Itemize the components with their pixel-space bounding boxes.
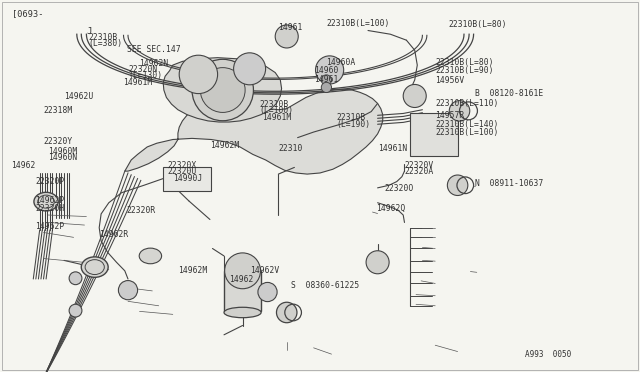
Circle shape (192, 59, 253, 121)
Circle shape (447, 175, 468, 196)
Circle shape (321, 75, 332, 85)
Text: 14960M: 14960M (48, 147, 77, 156)
Text: 14961M: 14961M (262, 113, 292, 122)
Text: 14962U: 14962U (64, 92, 93, 101)
Text: 22310B(L=110): 22310B(L=110) (435, 99, 499, 108)
Text: 14960A: 14960A (326, 58, 356, 67)
Text: 22310B(L=80): 22310B(L=80) (448, 20, 506, 29)
Text: 14962: 14962 (12, 161, 36, 170)
Ellipse shape (140, 248, 161, 264)
Circle shape (118, 280, 138, 300)
Circle shape (403, 84, 426, 108)
Text: 22310B(L=140): 22310B(L=140) (435, 120, 499, 129)
Circle shape (69, 272, 82, 285)
Circle shape (179, 55, 218, 94)
Text: 14962P: 14962P (35, 196, 65, 205)
Text: 14957R: 14957R (435, 111, 465, 120)
Text: J: J (86, 27, 92, 36)
Text: 22310B: 22310B (88, 33, 118, 42)
Text: 14961M: 14961M (123, 78, 152, 87)
Ellipse shape (81, 257, 108, 278)
Text: 22310B(L=100): 22310B(L=100) (326, 19, 390, 28)
Text: 14962V: 14962V (250, 266, 279, 275)
Text: 22318M: 22318M (44, 106, 73, 115)
Bar (410, 113, 458, 156)
Text: A993  0050: A993 0050 (525, 350, 571, 359)
Text: 14962M: 14962M (178, 266, 207, 275)
Text: 14962Q: 14962Q (376, 204, 406, 213)
Text: SEE SEC.147: SEE SEC.147 (127, 45, 180, 54)
Circle shape (200, 68, 245, 112)
Text: 22310B: 22310B (336, 113, 365, 122)
Circle shape (321, 82, 332, 93)
Text: (L=190): (L=190) (336, 120, 370, 129)
Text: 22320Y: 22320Y (44, 137, 73, 146)
Circle shape (234, 53, 266, 85)
Text: 14962M: 14962M (210, 141, 239, 150)
Text: 22310B(L=90): 22310B(L=90) (435, 66, 493, 75)
Text: S  08360-61225: S 08360-61225 (291, 281, 360, 290)
Text: 14962R: 14962R (99, 230, 129, 239)
Ellipse shape (224, 307, 261, 318)
Text: 14961N: 14961N (378, 144, 407, 153)
Text: 22310B: 22310B (259, 100, 289, 109)
Circle shape (258, 282, 277, 302)
Bar (224, 271, 261, 311)
Text: 22320A: 22320A (404, 167, 434, 176)
Polygon shape (163, 58, 282, 122)
Text: 22310B(L=80): 22310B(L=80) (435, 58, 493, 67)
Text: 14960: 14960 (314, 66, 338, 75)
Text: 14962P: 14962P (35, 222, 65, 231)
Circle shape (316, 56, 344, 84)
Text: (L=100): (L=100) (259, 106, 293, 115)
Polygon shape (125, 89, 383, 174)
Text: 22310: 22310 (278, 144, 303, 153)
Text: 22320V: 22320V (404, 161, 434, 170)
Circle shape (275, 25, 298, 48)
Circle shape (225, 253, 260, 289)
Text: 14990J: 14990J (173, 174, 202, 183)
Text: 14962N: 14962N (140, 59, 169, 68)
Text: N  08911-10637: N 08911-10637 (475, 179, 543, 188)
Text: 14961: 14961 (278, 23, 303, 32)
Text: 14961: 14961 (314, 75, 338, 84)
Circle shape (276, 302, 297, 323)
Text: 22320P: 22320P (35, 177, 65, 186)
Text: B  08120-8161E: B 08120-8161E (475, 89, 543, 98)
Bar (163, 167, 211, 191)
Text: (L=380): (L=380) (88, 39, 122, 48)
Text: 22310B(L=100): 22310B(L=100) (435, 128, 499, 137)
Text: (L=130): (L=130) (128, 71, 162, 80)
Text: 14962: 14962 (229, 275, 253, 284)
Text: 22320U: 22320U (168, 167, 197, 176)
Text: 22320H: 22320H (35, 204, 65, 213)
Circle shape (449, 100, 470, 121)
Text: 22320X: 22320X (168, 161, 197, 170)
Text: 14956V: 14956V (435, 76, 465, 85)
Text: 22320N: 22320N (128, 65, 157, 74)
Text: 22320O: 22320O (384, 184, 413, 193)
Circle shape (366, 251, 389, 274)
Circle shape (69, 304, 82, 317)
Text: 22320R: 22320R (127, 206, 156, 215)
Text: 14960N: 14960N (48, 153, 77, 162)
Text: [0693-: [0693- (12, 9, 43, 18)
Ellipse shape (34, 192, 58, 211)
